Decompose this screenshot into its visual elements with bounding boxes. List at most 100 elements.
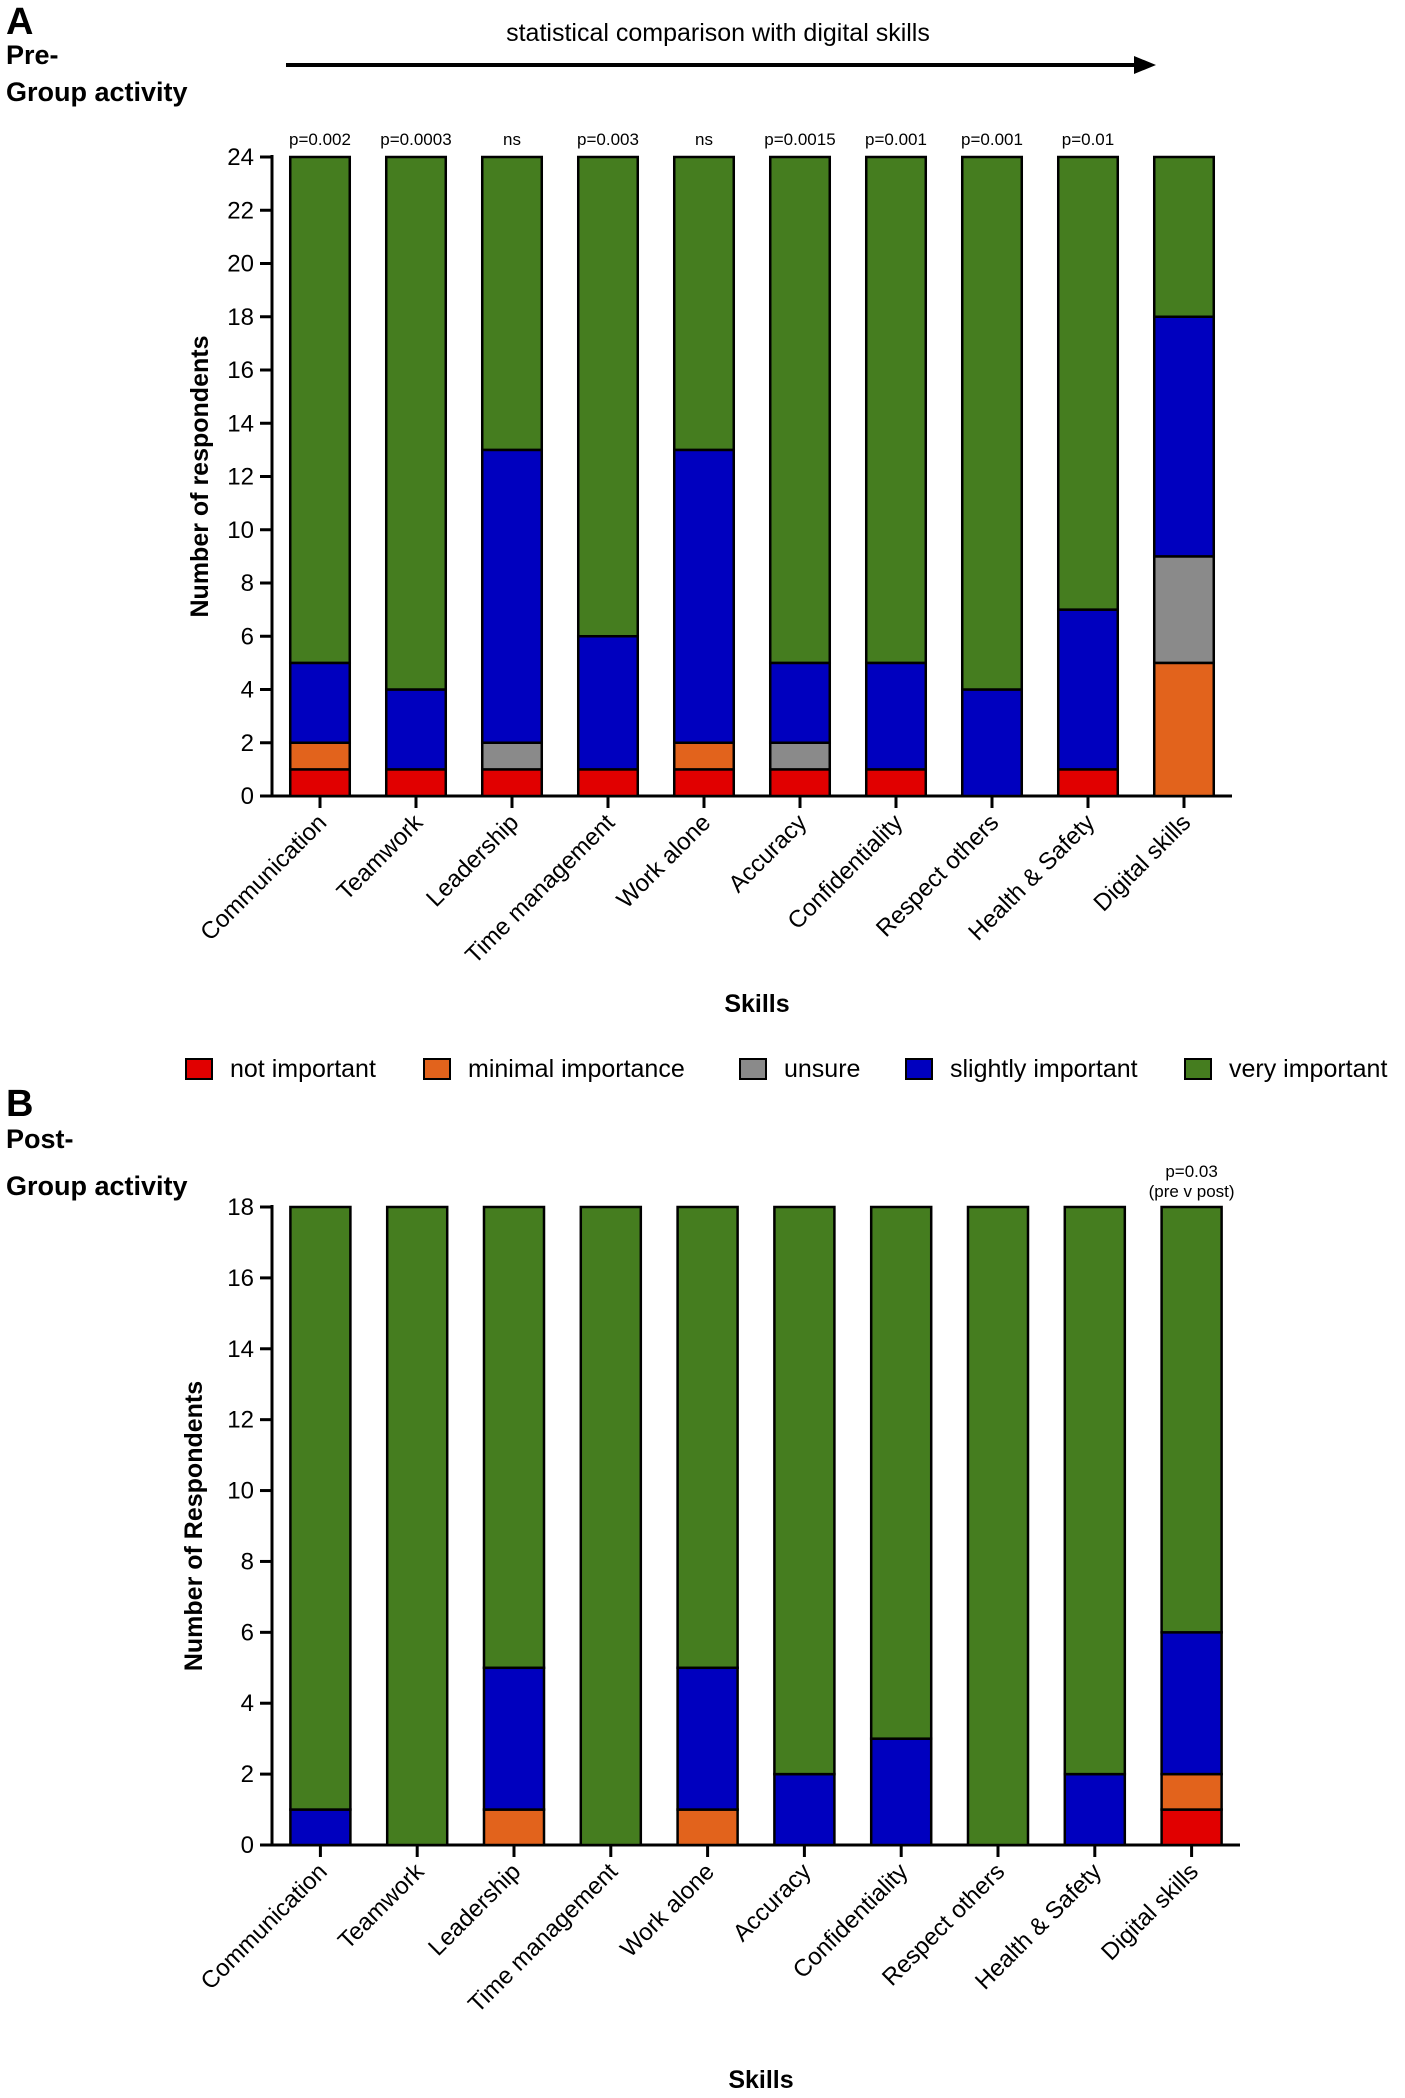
legend-label: slightly important [950, 1055, 1138, 1083]
bar-segment-not-important [480, 768, 544, 798]
bar-segment-very-important [482, 1205, 546, 1670]
category-label: Work alone [615, 1858, 720, 1963]
y-axis-title: Number of respondents [186, 336, 214, 618]
bar-segment-slightly-important [289, 1808, 352, 1847]
y-axis-title: Number of Respondents [180, 1381, 208, 1671]
panel-a-title-line2: Group activity [6, 77, 188, 107]
p-value-label: ns [503, 130, 521, 149]
bar-segment-very-important [966, 1205, 1030, 1847]
bar-segment-very-important [672, 155, 736, 452]
bar-segment-slightly-important [288, 661, 352, 744]
bar-segment-slightly-important [480, 448, 544, 744]
bar-segment-minimal-importance [676, 1808, 739, 1847]
y-tick-label: 10 [227, 1478, 254, 1505]
p-value-label: p=0.001 [961, 130, 1023, 149]
bar-segment-very-important [288, 155, 352, 665]
y-tick-label: 16 [227, 1265, 254, 1292]
bar-segment-very-important [960, 155, 1024, 691]
bar-segment-slightly-important [773, 1772, 836, 1847]
bar-segment-very-important [384, 155, 448, 691]
bar-segment-very-important [579, 1205, 643, 1847]
y-tick-label: 12 [227, 464, 254, 491]
bar-segment-minimal-importance [1152, 661, 1216, 798]
category-label: Digital skills [1089, 809, 1197, 917]
y-tick-label: 2 [241, 1761, 254, 1788]
bar-segment-slightly-important [864, 661, 928, 771]
bar-segment-not-important [768, 768, 832, 798]
category-label: Work alone [612, 809, 717, 914]
bar-segment-very-important [1160, 1205, 1223, 1634]
category-label: Communication [196, 1858, 333, 1995]
y-tick-label: 18 [227, 304, 254, 331]
panel-b-letter: B [6, 1083, 33, 1125]
bar-segment-very-important [1063, 1205, 1127, 1776]
bar-segment-very-important [773, 1205, 836, 1776]
p-value-note: (pre v post) [1149, 1182, 1235, 1201]
bar-segment-not-important [864, 768, 928, 798]
bar-segment-very-important [576, 155, 640, 638]
bar-segment-very-important [869, 1205, 933, 1740]
y-tick-label: 4 [241, 1690, 254, 1717]
bar-segment-slightly-important [1152, 315, 1216, 558]
category-label: Accuracy [728, 1858, 817, 1947]
panel-b-title-line2: Group activity [6, 1171, 188, 1201]
bar-segment-very-important [1056, 155, 1120, 611]
y-tick-label: 22 [227, 197, 254, 224]
bar-segment-not-important [576, 768, 640, 798]
legend-label: very important [1229, 1055, 1387, 1083]
bar-segment-not-important [1056, 768, 1120, 798]
bar-segment-very-important [1152, 155, 1216, 318]
p-value-label: p=0.002 [289, 130, 351, 149]
bar-segment-slightly-important [672, 448, 736, 744]
y-tick-label: 8 [241, 570, 254, 597]
chart-b: 0 2 4 6 8 10 12 14 16 18 Number of Respondents Comm… [180, 1162, 1240, 2094]
y-tick-label: 20 [227, 251, 254, 278]
y-tick-label: 16 [227, 357, 254, 384]
p-value-label: p=0.001 [865, 130, 927, 149]
bar-segment-very-important [480, 155, 544, 452]
y-tick-label: 6 [241, 1619, 254, 1646]
p-value-label: p=0.0015 [764, 130, 835, 149]
bar-segment-very-important [676, 1205, 739, 1670]
category-label: Digital skills [1096, 1858, 1204, 1966]
category-label: Teamwork [332, 808, 429, 905]
legend-swatch-very-important [1184, 1058, 1212, 1080]
bar-segment-very-important [289, 1205, 352, 1811]
bar-segment-slightly-important [576, 635, 640, 771]
y-tick-label: 4 [241, 677, 254, 704]
p-value-label: p=0.003 [577, 130, 639, 149]
bar-segment-slightly-important [960, 688, 1024, 798]
legend-swatch-unsure [739, 1058, 767, 1080]
bar-segment-not-important [1160, 1808, 1223, 1847]
bar-segment-not-important [672, 768, 736, 798]
comparison-note: statistical comparison with digital skil… [506, 19, 930, 47]
y-tick-label: 0 [241, 783, 254, 810]
bar-segment-slightly-important [1063, 1772, 1127, 1847]
bar-segment-unsure [1152, 555, 1216, 665]
y-tick-label: 24 [227, 144, 254, 171]
bar-segment-not-important [384, 768, 448, 798]
bar-segment-very-important [864, 155, 928, 665]
bar-segment-unsure [768, 741, 832, 771]
category-label: Teamwork [333, 1857, 430, 1954]
y-tick-label: 12 [227, 1407, 254, 1434]
bar-segment-minimal-importance [672, 741, 736, 771]
y-tick-label: 14 [227, 410, 254, 437]
legend-label: unsure [784, 1055, 860, 1083]
category-label: Leadership [421, 809, 524, 912]
y-tick-label: 6 [241, 623, 254, 650]
bar-segment-minimal-importance [482, 1808, 546, 1847]
y-tick-label: 2 [241, 730, 254, 757]
bar-segment-minimal-importance [288, 741, 352, 771]
x-axis-title: Skills [728, 2066, 793, 2094]
category-label: Accuracy [723, 809, 812, 898]
bar-segment-slightly-important [482, 1666, 546, 1811]
bar-segment-minimal-importance [1160, 1772, 1223, 1811]
bar-segment-slightly-important [768, 661, 832, 744]
bar-segment-slightly-important [384, 688, 448, 771]
bar-segment-slightly-important [869, 1737, 933, 1847]
p-value-label: p=0.01 [1062, 130, 1114, 149]
category-label: Communication [195, 809, 332, 946]
